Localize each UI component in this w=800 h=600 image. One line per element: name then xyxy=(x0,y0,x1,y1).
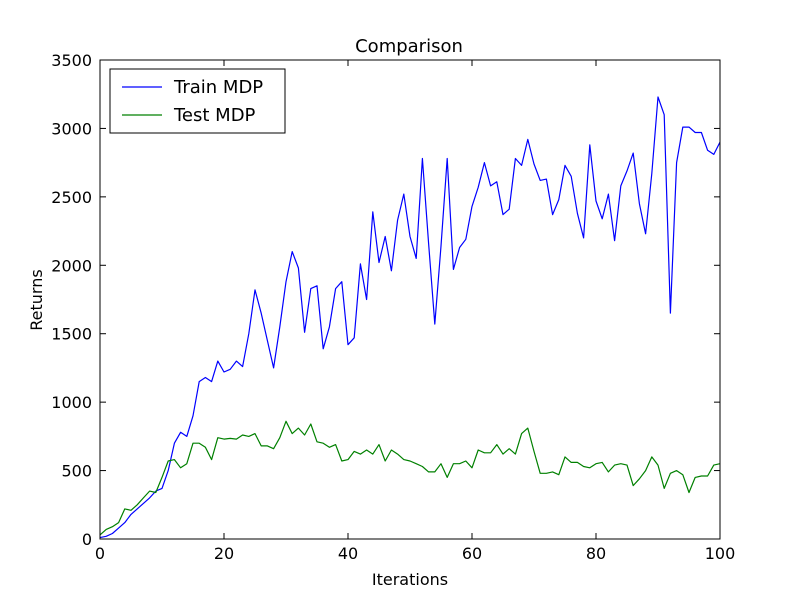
x-tick-label: 40 xyxy=(338,544,358,563)
y-tick-label: 1500 xyxy=(51,325,92,344)
y-tick-label: 3500 xyxy=(51,51,92,70)
legend-label-test-mdp: Test MDP xyxy=(173,105,256,126)
y-tick-label: 1000 xyxy=(51,393,92,412)
x-axis-label: Iterations xyxy=(372,570,448,589)
y-tick-label: 0 xyxy=(82,530,92,549)
y-tick-label: 2500 xyxy=(51,188,92,207)
chart-title: Comparison xyxy=(355,36,463,57)
y-axis-label: Returns xyxy=(27,269,46,330)
x-tick-label: 0 xyxy=(95,544,105,563)
y-tick-label: 3000 xyxy=(51,119,92,138)
series-layer xyxy=(99,96,721,539)
x-tick-label: 20 xyxy=(214,544,234,563)
plot-frame xyxy=(99,59,721,540)
y-axis: 0 500 1000 1500 2000 2500 3000 3500 xyxy=(51,51,720,549)
x-tick-label: 60 xyxy=(462,544,482,563)
series-line-test-mdp xyxy=(99,420,721,536)
legend-box xyxy=(109,68,286,134)
x-axis: 0 20 40 60 80 100 xyxy=(95,60,735,563)
x-tick-label: 100 xyxy=(705,544,736,563)
y-tick-label: 2000 xyxy=(51,256,92,275)
series-line-train-mdp xyxy=(99,96,721,539)
x-tick-label: 80 xyxy=(586,544,606,563)
legend-label-train-mdp: Train MDP xyxy=(173,77,263,98)
legend: Train MDP Test MDP xyxy=(109,68,286,134)
y-tick-label: 500 xyxy=(61,462,92,481)
